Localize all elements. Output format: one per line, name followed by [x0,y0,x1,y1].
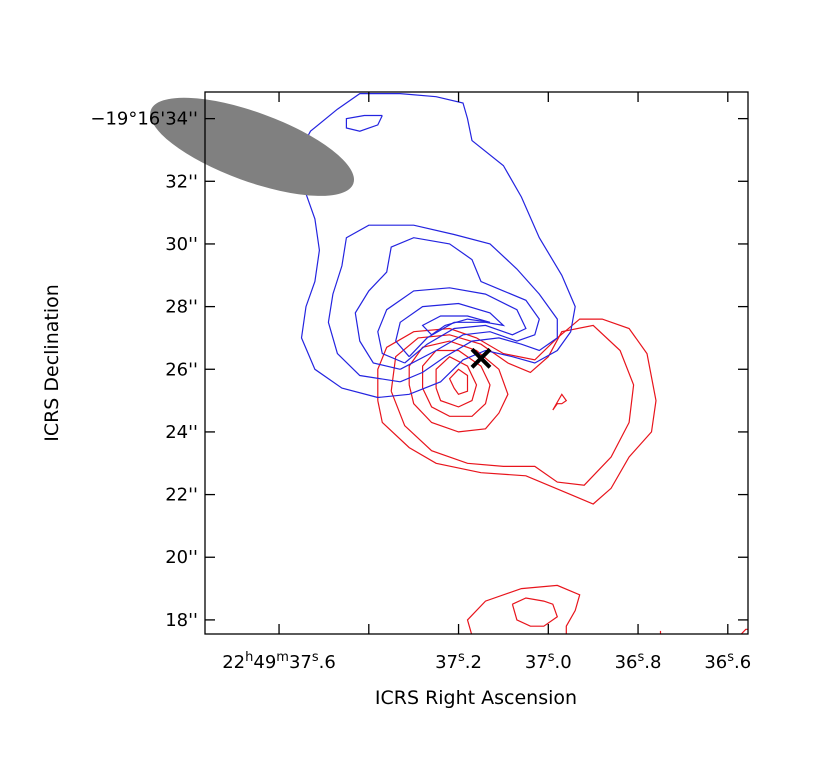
marker-x-stroke-2 [470,347,492,369]
plot-frame [204,91,749,635]
contour-1-5 [377,318,657,505]
contour-2-2 [345,114,383,132]
x-tick-label: 37s.0 [525,650,572,673]
contour-1-11 [448,368,469,396]
contour-1-6 [390,324,635,486]
x-tick-label: 36s.6 [704,650,751,673]
contour-1-8 [408,340,509,433]
y-tick-label: 24'' [165,422,198,443]
x-tick-label: 37s.2 [435,650,482,673]
x-tick-labels: 22h49m37s.6 37s.2 37s.0 36s.8 36s.6 [222,650,751,673]
contour-layer [268,92,748,634]
y-tick-label: 22'' [165,485,198,506]
y-axis-title: ICRS Declination [41,284,63,442]
y-tick-label: 32'' [165,171,198,192]
y-tick-label: 18'' [165,610,198,631]
contour-1-2 [511,597,559,627]
x-tick-label: 36s.8 [615,650,662,673]
contour-1-10 [435,355,478,408]
contour-1-4 [740,628,748,634]
y-tick-label: 30'' [165,234,198,255]
contour-2-5 [377,287,527,364]
contour-2-7 [421,315,491,336]
x-tick-label: 22h49m37s.6 [222,650,336,673]
y-tick-label: 28'' [165,297,198,318]
beam-layer [150,97,355,196]
y-tick-labels: 18'' 20'' 22'' 24'' 26'' 28'' 30'' 32'' −19°16'3… [90,109,198,631]
beam-ellipse [150,97,355,196]
x-axis-title: ICRS Right Ascension [375,687,577,709]
contour-2-4 [354,237,540,370]
y-tick-label: −19°16'34'' [90,109,198,130]
marker-layer [470,347,492,369]
contour-2-6 [395,302,506,358]
y-tick-label: 20'' [165,547,198,568]
contour-1-9 [422,349,491,417]
tick-layer [205,92,748,634]
contour-1-7 [552,393,568,411]
contour-2-3 [327,224,558,383]
contour-2-1 [268,92,576,399]
y-tick-label: 26'' [165,359,198,380]
contour-1-1 [466,584,581,634]
